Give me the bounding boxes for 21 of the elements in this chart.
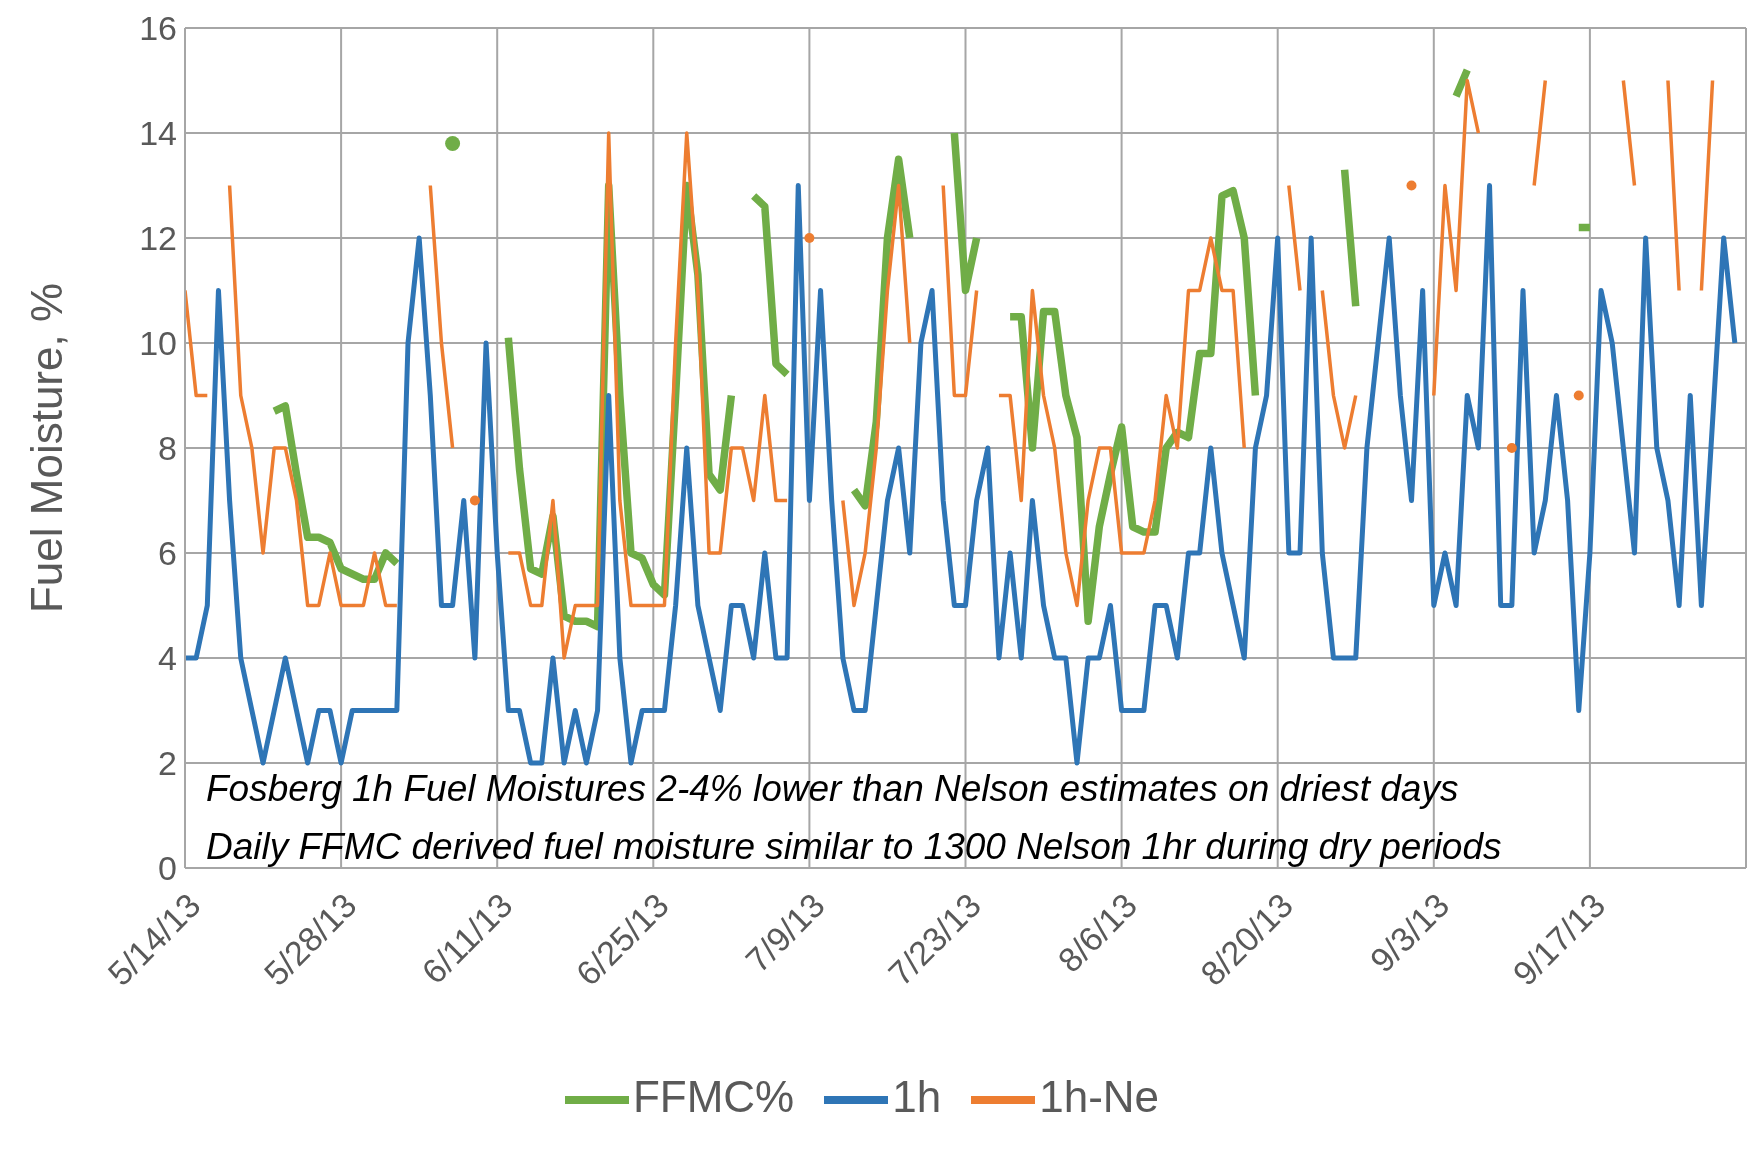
y-tick-label: 6	[158, 534, 177, 573]
y-axis-title: Fuel Moisture, %	[21, 282, 71, 614]
legend-label: 1h-Ne	[1039, 1071, 1160, 1121]
y-tick-label: 16	[139, 9, 177, 48]
point	[1573, 390, 1584, 401]
annotation: Daily FFMC derived fuel moisture similar to 1300 Nelson 1hr during dry periods	[206, 825, 1502, 869]
annotation: Fosberg 1h Fuel Moistures 2-4% lower than Nelson estimates on driest days	[206, 767, 1460, 811]
y-tick-label: 4	[158, 639, 177, 678]
legend-label: FFMC%	[632, 1071, 795, 1121]
point	[1406, 180, 1417, 191]
y-tick-label: 12	[139, 219, 177, 258]
point	[469, 495, 480, 506]
legend-label: 1h	[892, 1071, 942, 1121]
y-tick-label: 14	[139, 114, 177, 153]
point	[804, 233, 815, 243]
y-tick-label: 8	[158, 429, 177, 468]
y-tick-label: 0	[158, 849, 177, 888]
point	[1506, 443, 1517, 453]
y-tick-label: 2	[158, 744, 177, 783]
y-tick-label: 10	[139, 324, 177, 363]
point	[445, 136, 461, 151]
